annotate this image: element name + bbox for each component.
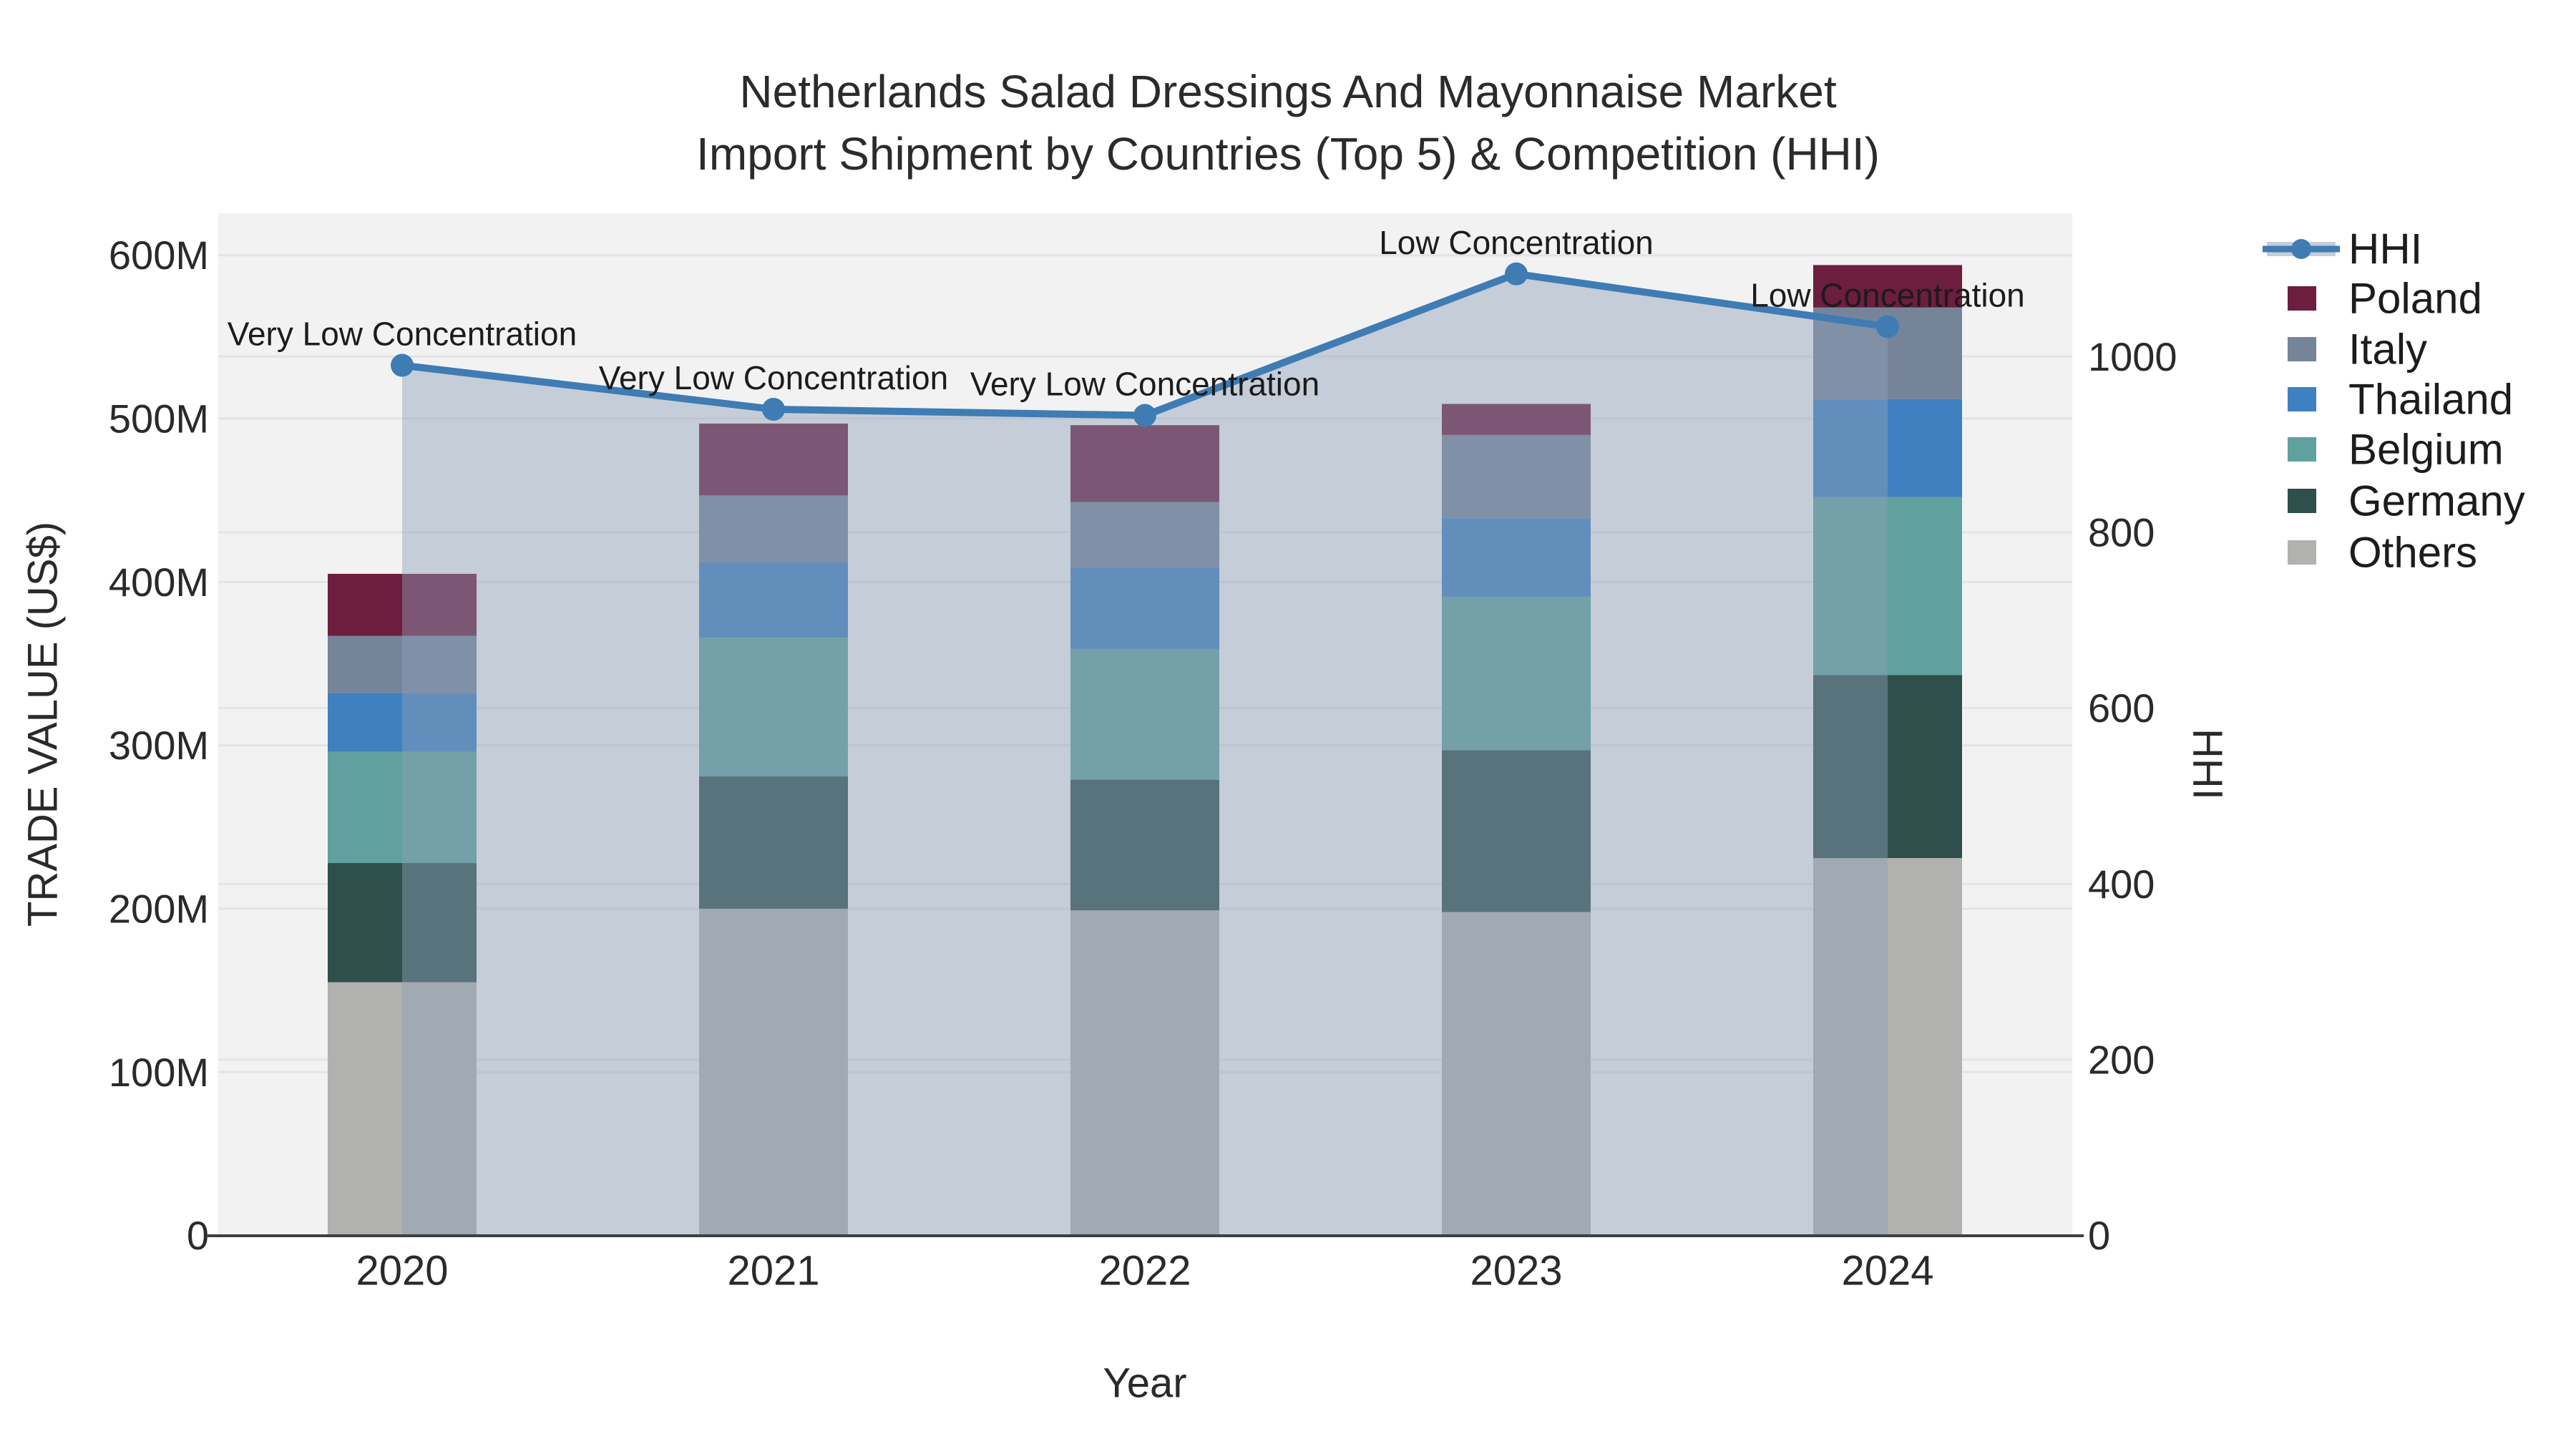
bar-segment-2021-belgium[interactable] bbox=[699, 637, 848, 777]
y-axis-left-title: TRADE VALUE (US$) bbox=[20, 522, 67, 927]
legend-swatch-germany bbox=[2288, 489, 2316, 513]
x-axis-title: Year bbox=[1103, 1360, 1186, 1407]
y-axis-right-ticks: 0 200 400 600 800 1000 bbox=[2088, 334, 2177, 1258]
hhi-marker-2021[interactable] bbox=[762, 397, 785, 421]
legend-label-poland: Poland bbox=[2348, 275, 2482, 323]
bar-segment-2024-belgium[interactable] bbox=[1813, 497, 1962, 675]
legend-item-belgium[interactable]: Belgium bbox=[2288, 426, 2504, 474]
y-axis-left-ticks: 0 100M 200M 300M 400M 500M 600M bbox=[109, 233, 209, 1258]
bar-segment-2023-germany[interactable] bbox=[1442, 750, 1591, 912]
hhi-marker-2023[interactable] bbox=[1505, 262, 1528, 286]
bar-segment-2024-others[interactable] bbox=[1813, 858, 1962, 1236]
legend-label-belgium: Belgium bbox=[2348, 426, 2504, 474]
annotations: Very Low Concentration Very Low Concentra… bbox=[228, 224, 2025, 403]
bar-segment-2023-belgium[interactable] bbox=[1442, 596, 1591, 751]
y-left-tick-0: 0 bbox=[187, 1213, 209, 1258]
bar-segment-2020-poland[interactable] bbox=[328, 573, 477, 636]
annotation-2021: Very Low Concentration bbox=[599, 359, 948, 396]
legend-item-thailand[interactable]: Thailand bbox=[2288, 376, 2513, 424]
y-right-tick-400: 400 bbox=[2088, 862, 2155, 907]
bar-segment-2020-germany[interactable] bbox=[328, 863, 477, 982]
x-tick-2020: 2020 bbox=[356, 1248, 448, 1294]
x-axis-ticks: 2020 2021 2022 2023 2024 bbox=[356, 1248, 1933, 1294]
bar-segment-2022-others[interactable] bbox=[1070, 910, 1219, 1236]
bar-segment-2020-italy[interactable] bbox=[328, 635, 477, 693]
y-axis-right-title: HHI bbox=[2185, 728, 2231, 800]
y-left-tick-500M: 500M bbox=[109, 396, 209, 441]
legend-item-hhi[interactable]: HHI bbox=[2263, 225, 2422, 273]
annotation-2020: Very Low Concentration bbox=[228, 316, 577, 353]
bar-segment-2020-others[interactable] bbox=[328, 982, 477, 1236]
bar-segment-2020-thailand[interactable] bbox=[328, 693, 477, 752]
y-right-tick-800: 800 bbox=[2088, 509, 2155, 555]
y-left-tick-300M: 300M bbox=[109, 723, 209, 768]
hhi-marker-2024[interactable] bbox=[1876, 315, 1899, 338]
bar-segment-2020-belgium[interactable] bbox=[328, 751, 477, 864]
bar-segment-2021-thailand[interactable] bbox=[699, 562, 848, 638]
y-left-tick-100M: 100M bbox=[109, 1050, 209, 1095]
y-left-tick-200M: 200M bbox=[109, 886, 209, 931]
legend-item-others[interactable]: Others bbox=[2288, 529, 2477, 577]
bar-segment-2022-germany[interactable] bbox=[1070, 779, 1219, 911]
bar-segment-2022-italy[interactable] bbox=[1070, 502, 1219, 567]
legend-item-germany[interactable]: Germany bbox=[2288, 477, 2525, 525]
bar-segment-2023-poland[interactable] bbox=[1442, 404, 1591, 435]
bar-segment-2023-others[interactable] bbox=[1442, 912, 1591, 1236]
legend-label-germany: Germany bbox=[2348, 477, 2525, 525]
y-right-tick-0: 0 bbox=[2088, 1213, 2110, 1258]
annotation-2022: Very Low Concentration bbox=[970, 366, 1319, 403]
legend-label-others: Others bbox=[2348, 529, 2477, 577]
bar-segment-2021-poland[interactable] bbox=[699, 423, 848, 496]
legend-label-italy: Italy bbox=[2348, 326, 2427, 374]
bar-segment-2024-germany[interactable] bbox=[1813, 675, 1962, 859]
x-tick-2023: 2023 bbox=[1470, 1248, 1562, 1294]
hhi-marker-2020[interactable] bbox=[391, 353, 414, 377]
chart-title-line1: Netherlands Salad Dressings And Mayonnai… bbox=[739, 66, 1836, 117]
bar-segment-2022-belgium[interactable] bbox=[1070, 648, 1219, 780]
legend-item-italy[interactable]: Italy bbox=[2288, 326, 2427, 374]
legend-swatch-poland bbox=[2288, 286, 2316, 311]
legend-hhi-marker-icon bbox=[2291, 239, 2311, 259]
legend-swatch-italy bbox=[2288, 337, 2316, 361]
legend-swatch-others bbox=[2288, 540, 2316, 565]
hhi-markers bbox=[391, 262, 1899, 427]
bar-segment-2022-poland[interactable] bbox=[1070, 425, 1219, 502]
bar-segment-2021-others[interactable] bbox=[699, 908, 848, 1236]
bar-segment-2024-thailand[interactable] bbox=[1813, 399, 1962, 497]
hhi-area-fill bbox=[402, 273, 1888, 1236]
chart-title-line2: Import Shipment by Countries (Top 5) & C… bbox=[696, 128, 1880, 180]
annotation-2023: Low Concentration bbox=[1379, 224, 1654, 261]
bar-segment-2022-thailand[interactable] bbox=[1070, 567, 1219, 649]
legend-label-thailand: Thailand bbox=[2348, 376, 2513, 424]
x-tick-2022: 2022 bbox=[1098, 1248, 1191, 1294]
bar-segment-2024-poland[interactable] bbox=[1813, 265, 1962, 308]
bar-segment-2021-italy[interactable] bbox=[699, 495, 848, 562]
y-right-tick-200: 200 bbox=[2088, 1037, 2155, 1082]
y-right-tick-1000: 1000 bbox=[2088, 334, 2177, 379]
legend: HHIPolandItalyThailandBelgiumGermanyOthe… bbox=[2263, 225, 2525, 577]
x-tick-2021: 2021 bbox=[727, 1248, 819, 1294]
hhi-marker-2022[interactable] bbox=[1133, 404, 1156, 427]
legend-swatch-belgium bbox=[2288, 437, 2316, 462]
bar-segment-2023-italy[interactable] bbox=[1442, 434, 1591, 519]
x-tick-2024: 2024 bbox=[1841, 1248, 1933, 1294]
y-right-tick-600: 600 bbox=[2088, 686, 2155, 731]
annotation-2024: Low Concentration bbox=[1750, 276, 2025, 313]
stacked-bars bbox=[328, 265, 1962, 1236]
bar-segment-2021-germany[interactable] bbox=[699, 776, 848, 909]
legend-swatch-thailand bbox=[2288, 387, 2316, 411]
legend-item-poland[interactable]: Poland bbox=[2288, 275, 2482, 323]
legend-label-hhi: HHI bbox=[2348, 225, 2422, 273]
y-left-tick-600M: 600M bbox=[109, 233, 209, 278]
bar-segment-2023-thailand[interactable] bbox=[1442, 518, 1591, 597]
y-left-tick-400M: 400M bbox=[109, 560, 209, 605]
